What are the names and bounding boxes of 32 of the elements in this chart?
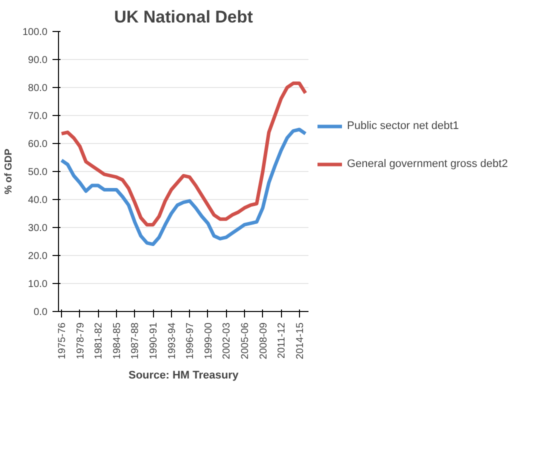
x-tick-label: 1996-97 bbox=[185, 322, 196, 360]
y-tick-label: 20.0 bbox=[28, 251, 48, 262]
x-tick-label: 1984-85 bbox=[112, 322, 123, 360]
y-tick-label: 80.0 bbox=[28, 83, 48, 94]
x-tick-label: 1987-88 bbox=[130, 322, 142, 360]
y-tick-label: 10.0 bbox=[28, 279, 48, 290]
chart-title: UK National Debt bbox=[114, 8, 254, 26]
y-axis-title: % of GDP bbox=[3, 148, 14, 194]
x-tick-label: 2011-12 bbox=[276, 322, 288, 358]
y-tick-label: 30.0 bbox=[28, 223, 48, 234]
x-tick-label: 1978-79 bbox=[75, 322, 86, 360]
y-tick-label: 70.0 bbox=[28, 111, 48, 122]
x-tick-label: 1981-82 bbox=[94, 322, 105, 360]
line-series bbox=[60, 82, 308, 226]
x-tick-label: 2014-15 bbox=[294, 322, 306, 360]
x-tick-label: 2005-06 bbox=[240, 322, 251, 360]
line-series bbox=[60, 128, 308, 246]
x-tick-label: 1993-94 bbox=[166, 322, 178, 360]
y-tick-label: 40.0 bbox=[28, 195, 48, 206]
y-tick-label: 50.0 bbox=[28, 167, 48, 178]
x-tick-label: 2002-03 bbox=[222, 322, 233, 360]
y-tick-label: 90.0 bbox=[28, 55, 48, 66]
y-tick-label: 100.0 bbox=[22, 27, 48, 38]
x-tick-label: 1975-76 bbox=[57, 322, 68, 360]
y-tick-label: 0.0 bbox=[34, 307, 48, 318]
x-tick-label: 1990-91 bbox=[148, 322, 160, 360]
x-tick-label: 1999-00 bbox=[203, 322, 214, 360]
x-tick-label: 2008-09 bbox=[258, 322, 270, 360]
legend-label: General government gross debt2 bbox=[347, 158, 508, 170]
source-note: Source: HM Treasury bbox=[128, 370, 240, 382]
legend-label: Public sector net debt1 bbox=[347, 120, 459, 132]
y-tick-label: 60.0 bbox=[28, 139, 48, 150]
